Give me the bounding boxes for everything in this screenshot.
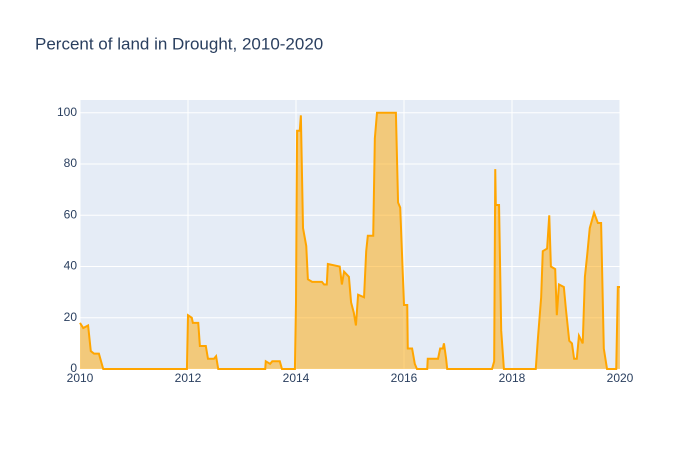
area-fill [80, 112, 620, 369]
x-tick-label: 2016 [391, 371, 418, 385]
x-tick-label: 2018 [499, 371, 526, 385]
line [79, 111, 620, 370]
y-tick-label: 40 [64, 259, 78, 273]
y-tick-label: 100 [57, 105, 77, 119]
x-tick-label: 2010 [67, 371, 94, 385]
x-tick-label: 2012 [175, 371, 202, 385]
y-tick-label: 80 [64, 156, 78, 170]
y-tick-label: 60 [64, 207, 78, 221]
x-tick-label: 2014 [283, 371, 310, 385]
x-tick-label: 2020 [607, 371, 634, 385]
chart-title: Percent of land in Drought, 2010-2020 [35, 34, 323, 53]
y-tick-label: 0 [70, 361, 77, 375]
y-tick-label: 20 [64, 310, 78, 324]
